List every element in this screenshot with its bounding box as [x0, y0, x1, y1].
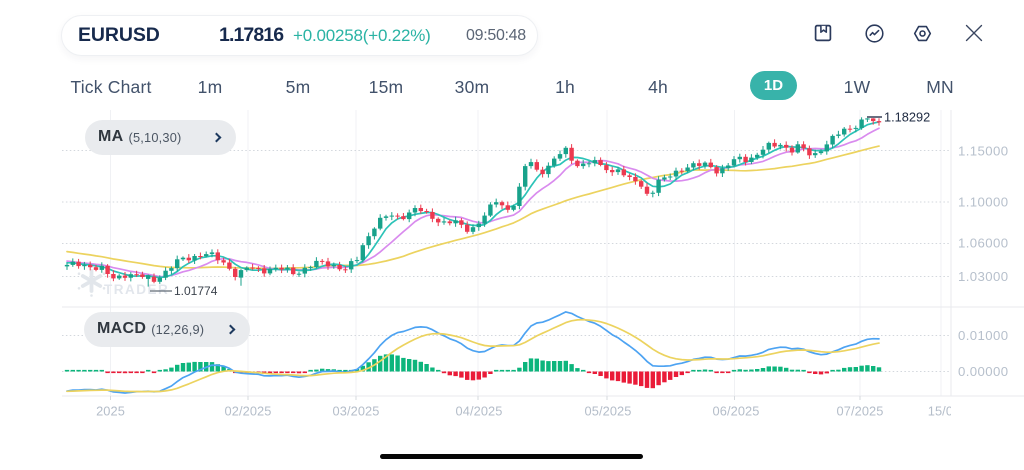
svg-text:02/2025: 02/2025: [225, 404, 272, 419]
svg-text:1.18292: 1.18292: [884, 110, 930, 125]
svg-text:1.03000: 1.03000: [958, 269, 1008, 284]
svg-text:1.15000: 1.15000: [958, 144, 1008, 159]
svg-text:1.01774: 1.01774: [174, 284, 218, 298]
svg-text:07/2025: 07/2025: [837, 404, 884, 419]
svg-text:03/2025: 03/2025: [333, 404, 380, 419]
svg-text:2025: 2025: [96, 404, 125, 419]
svg-text:15/07: 15/07: [928, 404, 961, 419]
svg-text:06/2025: 06/2025: [713, 404, 760, 419]
svg-text:05/2025: 05/2025: [585, 404, 632, 419]
svg-text:1.10000: 1.10000: [958, 195, 1008, 210]
svg-text:0.01000: 0.01000: [958, 328, 1008, 343]
svg-text:04/2025: 04/2025: [456, 404, 503, 419]
svg-text:TRADER: TRADER: [104, 282, 169, 297]
svg-text:0.00000: 0.00000: [958, 364, 1008, 379]
svg-text:1.06000: 1.06000: [958, 236, 1008, 251]
